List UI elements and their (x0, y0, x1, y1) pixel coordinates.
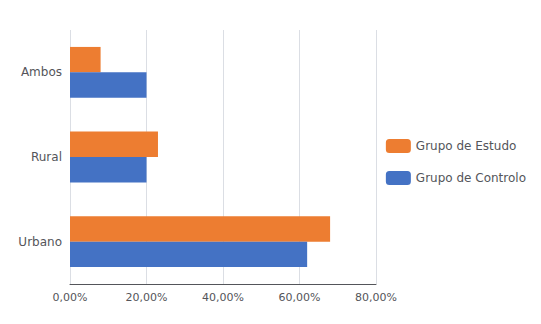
svg-text:Grupo de Estudo: Grupo de Estudo (416, 139, 517, 153)
svg-text:20,00%: 20,00% (126, 291, 168, 304)
svg-text:60,00%: 60,00% (279, 291, 321, 304)
svg-text:Urbano: Urbano (18, 235, 62, 249)
svg-text:Rural: Rural (31, 150, 62, 164)
svg-text:Ambos: Ambos (21, 65, 62, 79)
svg-text:40,00%: 40,00% (202, 291, 244, 304)
svg-text:0,00%: 0,00% (53, 291, 88, 304)
svg-text:80,00%: 80,00% (355, 291, 397, 304)
svg-text:Grupo de Controlo: Grupo de Controlo (416, 171, 526, 185)
